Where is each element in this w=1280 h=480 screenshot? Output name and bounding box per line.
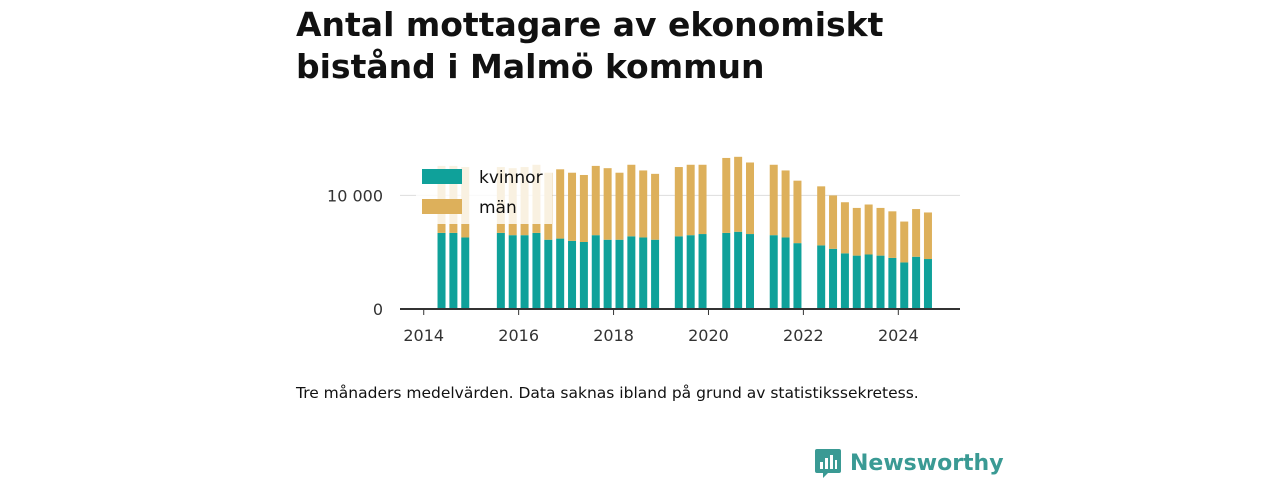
bar-man-27	[829, 195, 838, 249]
bar-kvinnor-29	[852, 255, 861, 309]
bar-man-14	[627, 164, 636, 237]
bar-man-29	[852, 207, 861, 256]
bar-kvinnor-32	[888, 257, 897, 309]
bar-man-8	[556, 169, 565, 239]
legend-label-1: män	[479, 198, 517, 218]
bar-kvinnor-20	[722, 232, 731, 309]
bar-kvinnor-0	[437, 232, 446, 309]
bar-kvinnor-21	[734, 231, 743, 309]
bar-man-9	[568, 172, 577, 241]
bar-kvinnor-2	[461, 237, 470, 309]
bar-kvinnor-17	[674, 236, 683, 309]
y-tick-label-1: 10 000	[327, 186, 383, 205]
brand-name: Newsworthy	[850, 450, 1004, 476]
x-tick-label-1: 2016	[498, 326, 539, 345]
y-tick-label-0: 0	[373, 300, 383, 319]
bar-man-35	[923, 212, 932, 260]
bar-kvinnor-1	[449, 232, 458, 309]
bar-man-24	[781, 170, 790, 238]
bar-man-22	[746, 162, 754, 235]
bar-kvinnor-27	[829, 248, 838, 309]
newsworthy-logo-icon	[815, 449, 841, 478]
bar-kvinnor-3	[496, 232, 505, 309]
bar-kvinnor-10	[579, 241, 588, 309]
bar-man-26	[817, 186, 826, 246]
legend: kvinnor män	[416, 160, 552, 224]
bar-kvinnor-25	[793, 243, 802, 309]
bar-man-32	[888, 211, 897, 258]
bar-kvinnor-13	[615, 239, 624, 309]
x-tick-label-0: 2014	[403, 326, 444, 345]
bar-kvinnor-12	[603, 239, 612, 309]
bar-kvinnor-4	[508, 235, 517, 309]
bar-chart: 0 10 000 2014 2016 2018 2020 2022 2024 kvinnor m…	[327, 156, 960, 345]
bar-kvinnor-7	[544, 239, 553, 309]
bar-kvinnor-5	[520, 235, 529, 309]
bar-kvinnor-23	[769, 235, 778, 309]
chart-caption: Tre månaders medelvärden. Data saknas ib…	[296, 384, 919, 402]
bar-kvinnor-28	[840, 253, 849, 309]
bar-kvinnor-30	[864, 254, 873, 309]
bar-man-28	[840, 202, 849, 254]
legend-swatch-0	[422, 169, 462, 184]
bar-man-20	[722, 157, 731, 233]
x-tick-label-3: 2020	[688, 326, 729, 345]
bar-kvinnor-35	[923, 259, 932, 309]
x-tick-label-5: 2024	[878, 326, 919, 345]
bar-man-30	[864, 204, 873, 255]
bar-kvinnor-6	[532, 232, 541, 309]
bar-man-12	[603, 168, 612, 240]
brand-logo[interactable]: Newsworthy	[814, 446, 1004, 480]
bar-man-15	[639, 170, 648, 238]
bar-kvinnor-19	[698, 234, 707, 309]
bar-man-17	[674, 167, 683, 237]
bar-kvinnor-18	[686, 235, 695, 309]
bar-kvinnor-14	[627, 236, 636, 309]
bar-man-19	[698, 164, 707, 235]
bar-man-25	[793, 180, 802, 244]
bar-kvinnor-16	[651, 239, 660, 309]
bar-man-23	[769, 164, 778, 236]
bar-man-16	[651, 173, 660, 240]
bar-man-18	[686, 164, 695, 236]
bar-kvinnor-33	[900, 262, 909, 309]
bar-man-33	[900, 221, 909, 263]
bar-kvinnor-8	[556, 238, 565, 309]
bar-man-31	[876, 207, 885, 256]
bar-kvinnor-26	[817, 245, 826, 309]
bar-man-10	[579, 174, 588, 242]
bar-kvinnor-31	[876, 255, 885, 309]
bar-man-21	[734, 156, 743, 232]
bar-kvinnor-11	[591, 235, 600, 309]
bar-kvinnor-34	[912, 256, 921, 309]
axis-layer: 0 10 000 2014 2016 2018 2020 2022 2024	[327, 186, 960, 345]
x-tick-label-2: 2018	[593, 326, 634, 345]
bar-kvinnor-15	[639, 237, 648, 309]
bar-man-11	[591, 165, 600, 236]
bar-kvinnor-9	[568, 240, 577, 309]
bar-man-13	[615, 172, 624, 240]
legend-label-0: kvinnor	[479, 168, 543, 188]
legend-swatch-1	[422, 199, 462, 214]
bar-kvinnor-22	[746, 234, 754, 309]
chart-title: Antal mottagare av ekonomiskt bistånd i …	[296, 5, 884, 86]
bar-man-34	[912, 209, 921, 257]
x-tick-label-4: 2022	[783, 326, 824, 345]
bar-kvinnor-24	[781, 237, 790, 309]
